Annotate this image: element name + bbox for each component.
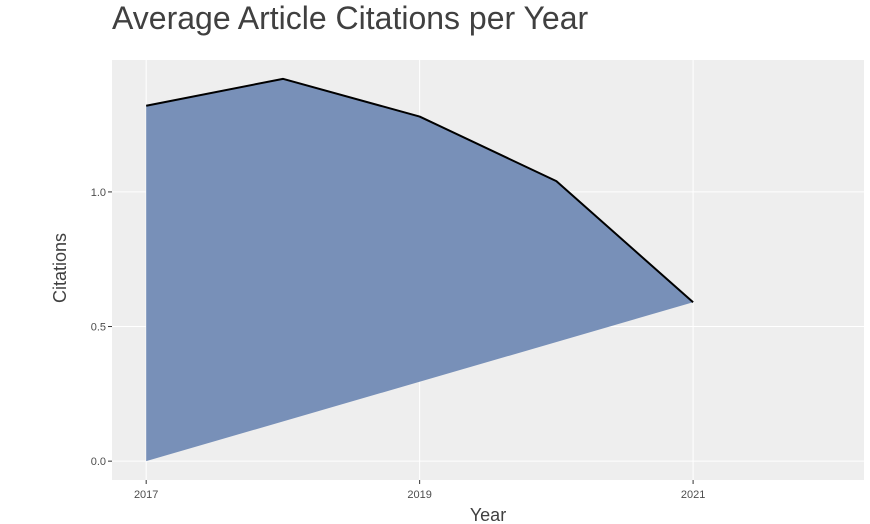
x-tick-label: 2019 bbox=[407, 489, 431, 501]
y-tick-label: 0.0 bbox=[91, 456, 106, 468]
chart-title: Average Article Citations per Year bbox=[112, 0, 589, 36]
x-tick-label: 2021 bbox=[681, 489, 705, 501]
x-tick-label: 2017 bbox=[134, 489, 158, 501]
x-axis-title: Year bbox=[470, 505, 506, 524]
y-tick-label: 0.5 bbox=[91, 322, 106, 334]
y-axis-title: Citations bbox=[50, 233, 70, 303]
y-tick-label: 1.0 bbox=[91, 187, 106, 199]
area-fill bbox=[146, 78, 694, 462]
